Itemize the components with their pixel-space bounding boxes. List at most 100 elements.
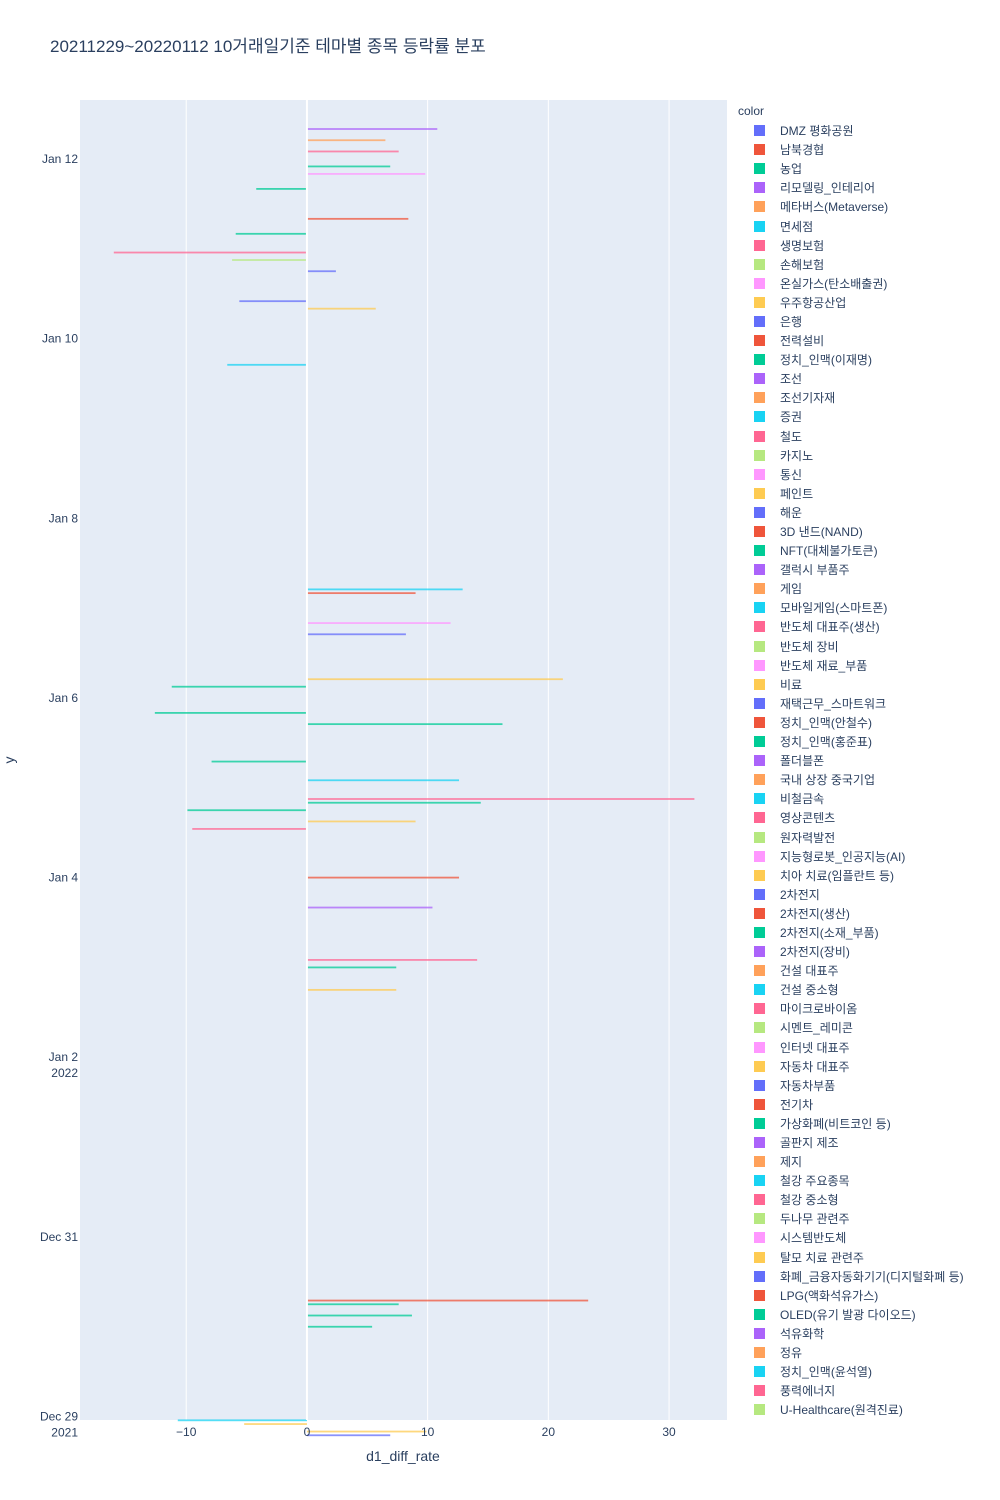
legend-label: 게임 [780,582,803,597]
legend-item[interactable]: 정치_인맥(홍준표) [738,732,1000,751]
legend-item[interactable]: 조선기자재 [738,388,1000,407]
legend-item[interactable]: 모바일게임(스마트폰) [738,598,1000,617]
legend-item[interactable]: 풍력에너지 [738,1381,1000,1400]
legend-item[interactable]: 반도체 재료_부품 [738,656,1000,675]
legend-swatch [754,1347,765,1359]
legend-item[interactable]: 우주항공산업 [738,293,1000,312]
legend-item[interactable]: 시멘트_레미콘 [738,1018,1000,1037]
legend-item[interactable]: 제지 [738,1152,1000,1171]
legend-item[interactable]: 증권 [738,407,1000,426]
legend-item[interactable]: 게임 [738,579,1000,598]
chart-title: 20211229~20220112 10거래일기준 테마별 종목 등락률 분포 [50,37,486,56]
legend-item[interactable]: LPG(액화석유가스) [738,1286,1000,1305]
legend-item[interactable]: 치아 치료(임플란트 등) [738,866,1000,885]
legend-item[interactable]: 골판지 제조 [738,1133,1000,1152]
legend-label: 은행 [780,314,803,329]
legend-item[interactable]: 철강 주요종목 [738,1171,1000,1190]
x-tick-label: −10 [176,1425,197,1439]
legend-item[interactable]: 정치_인맥(안철수) [738,713,1000,732]
legend-swatch [754,907,765,919]
legend-item[interactable]: 철강 중소형 [738,1190,1000,1209]
legend-item[interactable]: 은행 [738,312,1000,331]
legend-item[interactable]: 건설 중소형 [738,980,1000,999]
legend-item[interactable]: 정유 [738,1343,1000,1362]
legend-item[interactable]: 2차전지(소재_부품) [738,923,1000,942]
legend-label: 카지노 [780,448,814,463]
legend-item[interactable]: 메타버스(Metaverse) [738,197,1000,216]
legend-item[interactable]: OLED(유기 발광 다이오드) [738,1305,1000,1324]
legend-item[interactable]: 지능형로봇_인공지능(AI) [738,847,1000,866]
legend-item[interactable]: 자동차 대표주 [738,1057,1000,1076]
legend-item[interactable]: 탈모 치료 관련주 [738,1248,1000,1267]
legend-item[interactable]: 카지노 [738,446,1000,465]
legend-item[interactable]: 공공 [738,1419,1000,1420]
legend-swatch [754,926,765,938]
legend-item[interactable]: 갤럭시 부품주 [738,560,1000,579]
legend-item[interactable]: 농업 [738,159,1000,178]
legend-swatch [754,1327,765,1339]
legend-item[interactable]: 재택근무_스마트워크 [738,694,1000,713]
legend-label: 남북경협 [780,143,825,158]
legend-item[interactable]: 전력설비 [738,331,1000,350]
legend-item[interactable]: 생명보험 [738,236,1000,255]
plot-background [80,100,727,1420]
legend-item[interactable]: 비철금속 [738,789,1000,808]
legend-item[interactable]: 해운 [738,503,1000,522]
legend-item[interactable]: 자동차부품 [738,1076,1000,1095]
legend-swatch [754,736,765,748]
legend-item[interactable]: 면세점 [738,216,1000,235]
legend-item[interactable]: 손해보험 [738,255,1000,274]
legend-item[interactable]: 철도 [738,427,1000,446]
legend-item[interactable]: 페인트 [738,484,1000,503]
legend-item[interactable]: 리모델링_인테리어 [738,178,1000,197]
legend-item[interactable]: 두나무 관련주 [738,1209,1000,1228]
legend-item[interactable]: 반도체 장비 [738,637,1000,656]
legend-item[interactable]: 석유화학 [738,1324,1000,1343]
y-tick-label: Jan 2 [49,1050,79,1064]
legend-label: 마이크로바이옴 [780,1002,858,1017]
data-bar [306,588,463,591]
legend-item[interactable]: 전기차 [738,1095,1000,1114]
legend-item[interactable]: 정치_인맥(윤석열) [738,1362,1000,1381]
legend-swatch [754,1175,765,1187]
legend-item[interactable]: DMZ 평화공원 [738,121,1000,140]
legend-swatch [754,602,765,614]
legend-item[interactable]: 비료 [738,675,1000,694]
data-bar [177,1419,307,1422]
data-bar [235,232,307,235]
data-bar [306,1303,399,1306]
legend-label: 화폐_금융자동화기기(디지털화폐 등) [780,1269,964,1284]
legend-item[interactable]: 2차전지 [738,885,1000,904]
legend-item[interactable]: 폴더블폰 [738,751,1000,770]
legend-item[interactable]: 통신 [738,465,1000,484]
data-bar [306,622,451,624]
legend-item[interactable]: 화폐_금융자동화기기(디지털화폐 등) [738,1267,1000,1286]
legend-item[interactable]: 국내 상장 중국기업 [738,770,1000,789]
data-bar [192,828,307,830]
data-bar [239,300,307,303]
legend-item[interactable]: 원자력발전 [738,827,1000,846]
legend-item[interactable]: 3D 낸드(NAND) [738,522,1000,541]
data-bar [306,959,478,961]
legend-item[interactable]: 가상화폐(비트코인 등) [738,1114,1000,1133]
legend-swatch [754,506,765,518]
legend-item[interactable]: 영상콘텐츠 [738,808,1000,827]
legend-swatch [754,239,765,251]
legend-item[interactable]: 남북경협 [738,140,1000,159]
legend-item[interactable]: 조선 [738,369,1000,388]
legend-item[interactable]: 시스템반도체 [738,1228,1000,1247]
y-tick-label: Jan 8 [49,511,79,525]
data-bar [306,307,376,310]
legend-item[interactable]: 2차전지(생산) [738,904,1000,923]
legend-item[interactable]: NFT(대체불가토큰) [738,541,1000,560]
legend-item[interactable]: U-Healthcare(원격진료) [738,1400,1000,1419]
legend-item[interactable]: 2차전지(장비) [738,942,1000,961]
legend-item[interactable]: 정치_인맥(이재명) [738,350,1000,369]
legend-item[interactable]: 인터넷 대표주 [738,1038,1000,1057]
legend-swatch [754,888,765,900]
legend-item[interactable]: 반도체 대표주(생산) [738,617,1000,636]
legend-item[interactable]: 마이크로바이옴 [738,999,1000,1018]
legend-item[interactable]: 건설 대표주 [738,961,1000,980]
legend-item[interactable]: 온실가스(탄소배출권) [738,274,1000,293]
legend-label: 2차전지 [780,887,820,902]
